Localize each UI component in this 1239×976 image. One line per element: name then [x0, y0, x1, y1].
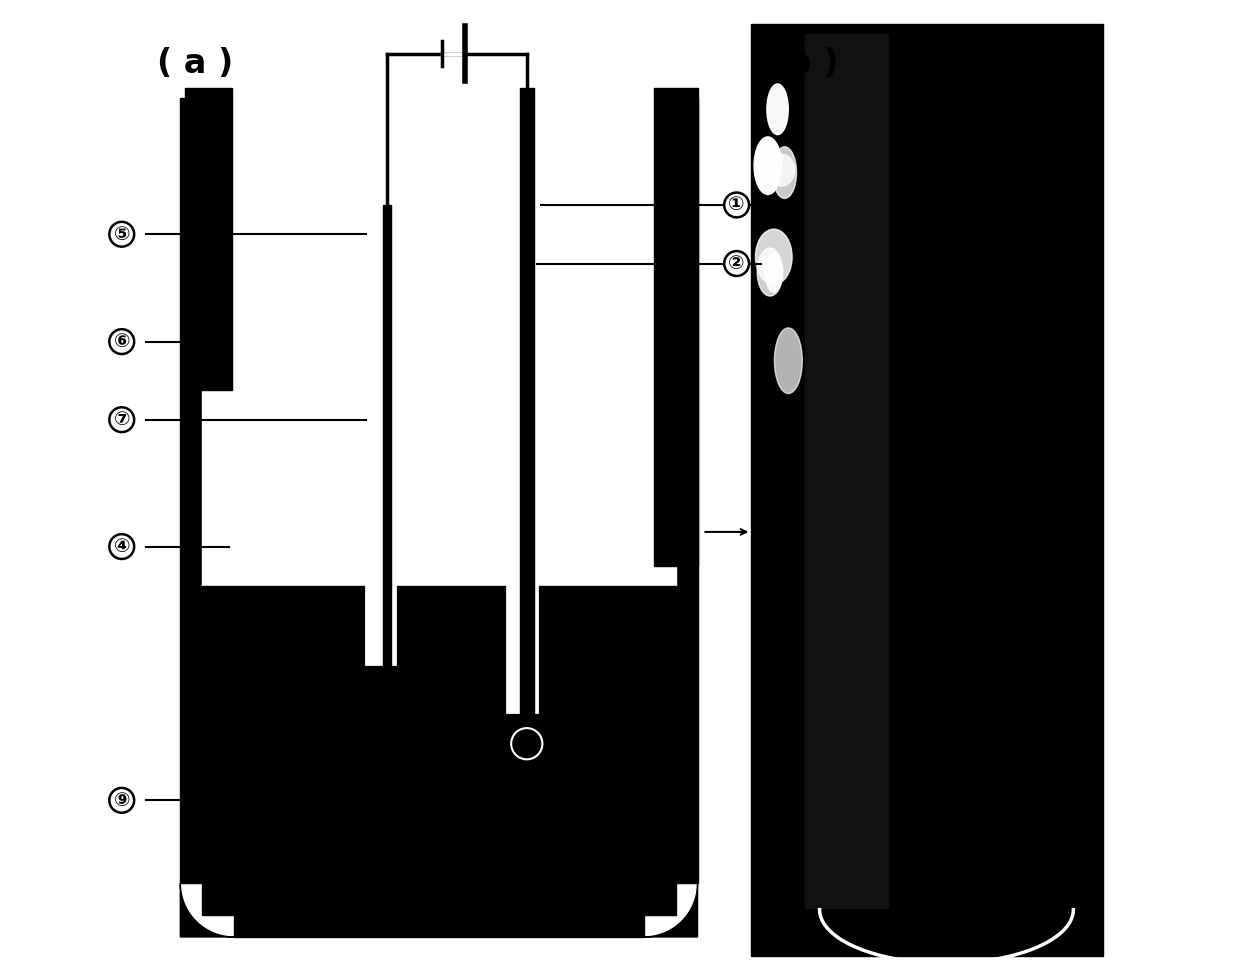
Text: ⑤: ⑤ — [114, 224, 130, 244]
Bar — [366, 176, 395, 664]
Polygon shape — [644, 883, 698, 937]
Bar — [507, 176, 536, 712]
Bar — [676, 98, 698, 883]
Text: ④: ④ — [114, 537, 130, 556]
Text: ②: ② — [729, 254, 745, 273]
Polygon shape — [512, 728, 543, 759]
Bar — [202, 98, 676, 586]
Ellipse shape — [757, 248, 783, 296]
Ellipse shape — [756, 229, 792, 285]
Bar — [234, 915, 644, 937]
Bar — [181, 98, 202, 883]
Text: ( a ): ( a ) — [157, 47, 233, 80]
Ellipse shape — [773, 146, 797, 198]
Bar — [202, 586, 676, 915]
Bar — [654, 88, 698, 566]
Bar — [520, 88, 534, 761]
Text: ⑦: ⑦ — [114, 410, 130, 429]
Bar — [383, 205, 392, 683]
Bar — [751, 24, 1103, 956]
Text: ( b ): ( b ) — [761, 47, 839, 80]
Ellipse shape — [755, 137, 782, 194]
Bar — [805, 34, 888, 908]
Ellipse shape — [766, 253, 782, 293]
Text: ⑥: ⑥ — [114, 332, 130, 351]
Ellipse shape — [769, 154, 794, 186]
Bar — [185, 88, 232, 390]
Ellipse shape — [774, 328, 803, 393]
Ellipse shape — [767, 84, 788, 135]
Text: ①: ① — [729, 195, 745, 215]
Text: ⑨: ⑨ — [114, 791, 130, 810]
Polygon shape — [181, 883, 234, 937]
